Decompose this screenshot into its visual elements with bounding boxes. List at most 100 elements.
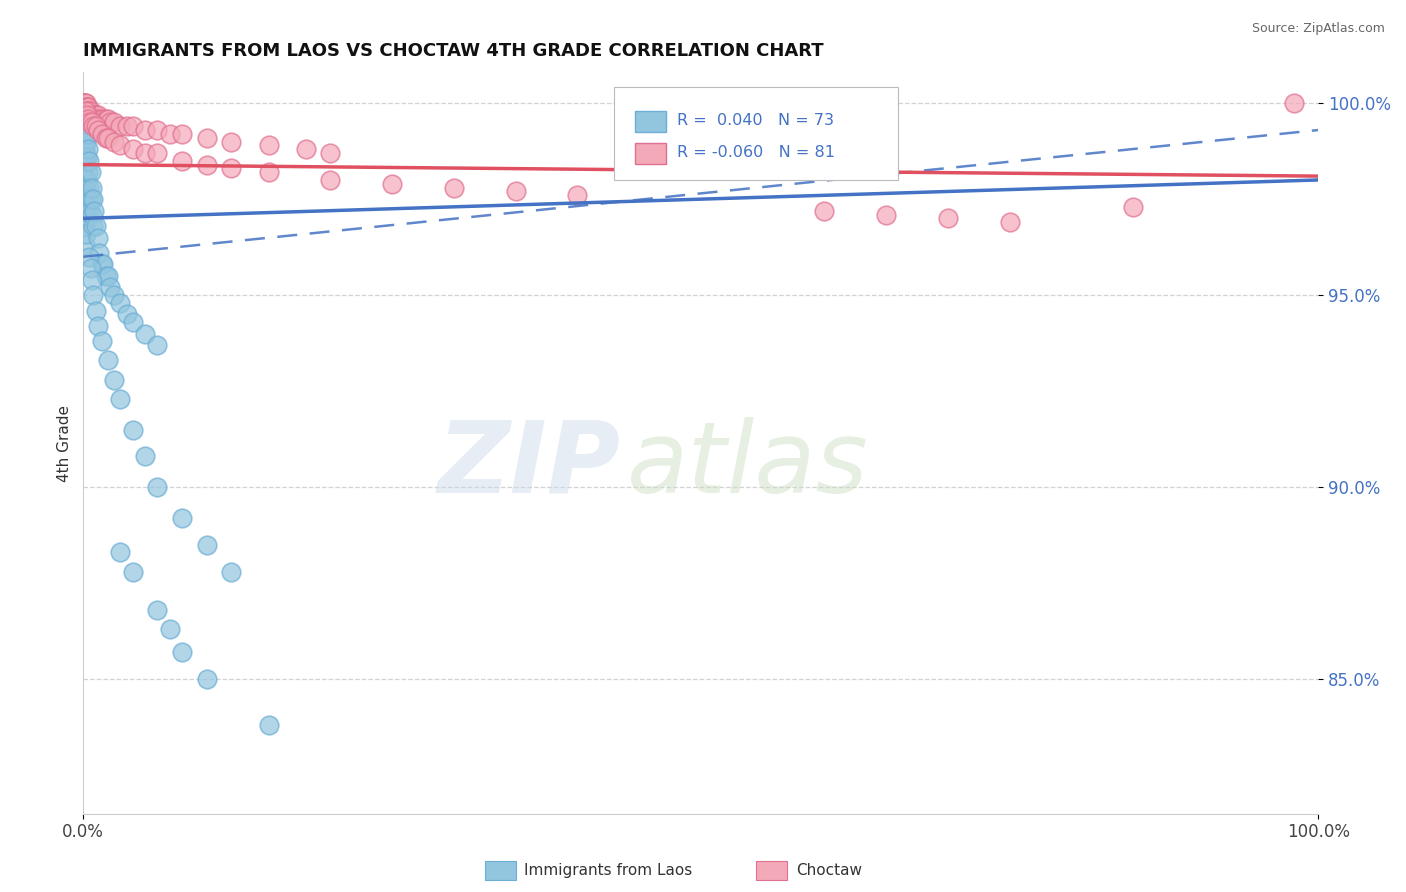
Point bbox=[94, 112, 117, 126]
Point bbox=[82, 288, 104, 302]
Point bbox=[79, 250, 101, 264]
Point bbox=[121, 119, 143, 133]
Point bbox=[121, 315, 143, 329]
Point bbox=[82, 219, 104, 233]
Point bbox=[73, 173, 96, 187]
Point bbox=[75, 108, 97, 122]
Point bbox=[89, 246, 111, 260]
Text: Immigrants from Laos: Immigrants from Laos bbox=[524, 863, 693, 878]
Point bbox=[77, 103, 100, 118]
Point bbox=[110, 392, 132, 406]
Point bbox=[75, 103, 97, 118]
Point bbox=[134, 450, 156, 464]
Point bbox=[73, 127, 96, 141]
Text: ZIP: ZIP bbox=[437, 417, 620, 514]
Point bbox=[76, 108, 98, 122]
Point bbox=[77, 142, 100, 156]
Point bbox=[72, 165, 94, 179]
Point bbox=[87, 230, 110, 244]
Point bbox=[75, 203, 97, 218]
Point bbox=[72, 96, 94, 111]
Point bbox=[84, 219, 107, 233]
Point bbox=[84, 108, 107, 122]
Point bbox=[79, 115, 101, 129]
Point bbox=[76, 100, 98, 114]
Point bbox=[80, 261, 103, 276]
Point bbox=[75, 103, 97, 118]
Point bbox=[97, 112, 120, 126]
Point bbox=[134, 123, 156, 137]
Point bbox=[998, 215, 1021, 229]
Point bbox=[195, 130, 218, 145]
Point bbox=[76, 127, 98, 141]
Point bbox=[87, 123, 110, 137]
Point bbox=[80, 165, 103, 179]
Point bbox=[73, 192, 96, 206]
Point bbox=[73, 103, 96, 118]
Point bbox=[84, 112, 107, 126]
Point bbox=[72, 153, 94, 168]
Point bbox=[73, 238, 96, 252]
Point bbox=[87, 318, 110, 333]
Point bbox=[75, 100, 97, 114]
Point bbox=[80, 192, 103, 206]
Point bbox=[115, 307, 138, 321]
Point bbox=[83, 203, 105, 218]
Point bbox=[77, 112, 100, 126]
Point bbox=[319, 146, 342, 161]
Point bbox=[172, 153, 194, 168]
Point bbox=[172, 511, 194, 525]
Point bbox=[73, 153, 96, 168]
Point bbox=[146, 338, 169, 352]
Point bbox=[172, 127, 194, 141]
Point bbox=[103, 115, 125, 129]
Bar bbox=[636, 143, 666, 163]
Point bbox=[80, 207, 103, 221]
Point bbox=[73, 103, 96, 118]
Text: R =  0.040   N = 73: R = 0.040 N = 73 bbox=[678, 113, 834, 128]
Point bbox=[146, 123, 169, 137]
Point bbox=[82, 112, 104, 126]
Point bbox=[94, 130, 117, 145]
Point bbox=[84, 303, 107, 318]
Point bbox=[90, 334, 112, 349]
Point bbox=[221, 565, 243, 579]
Point bbox=[257, 718, 280, 732]
Point bbox=[294, 142, 316, 156]
Point bbox=[936, 211, 959, 226]
Point bbox=[1122, 200, 1144, 214]
Point bbox=[80, 180, 103, 194]
Point bbox=[79, 180, 101, 194]
Point bbox=[875, 207, 897, 221]
Point bbox=[75, 135, 97, 149]
Point bbox=[84, 119, 107, 133]
Point bbox=[121, 565, 143, 579]
Point bbox=[813, 203, 835, 218]
Point bbox=[97, 353, 120, 368]
Point bbox=[443, 180, 465, 194]
Point bbox=[134, 146, 156, 161]
FancyBboxPatch shape bbox=[614, 87, 898, 180]
Point bbox=[75, 96, 97, 111]
Point bbox=[195, 672, 218, 686]
Point bbox=[82, 192, 104, 206]
Point bbox=[80, 103, 103, 118]
Point bbox=[100, 280, 122, 294]
Point bbox=[75, 180, 97, 194]
Point bbox=[1282, 96, 1305, 111]
Point bbox=[90, 112, 112, 126]
Point bbox=[73, 219, 96, 233]
Point bbox=[73, 96, 96, 111]
Point bbox=[79, 203, 101, 218]
Point bbox=[172, 645, 194, 659]
Point bbox=[80, 115, 103, 129]
Point bbox=[73, 203, 96, 218]
Point bbox=[195, 538, 218, 552]
Point bbox=[134, 326, 156, 341]
Point bbox=[73, 96, 96, 111]
Point bbox=[567, 188, 589, 202]
Point bbox=[91, 257, 114, 271]
Point bbox=[87, 112, 110, 126]
Point bbox=[80, 273, 103, 287]
Point bbox=[159, 622, 181, 636]
